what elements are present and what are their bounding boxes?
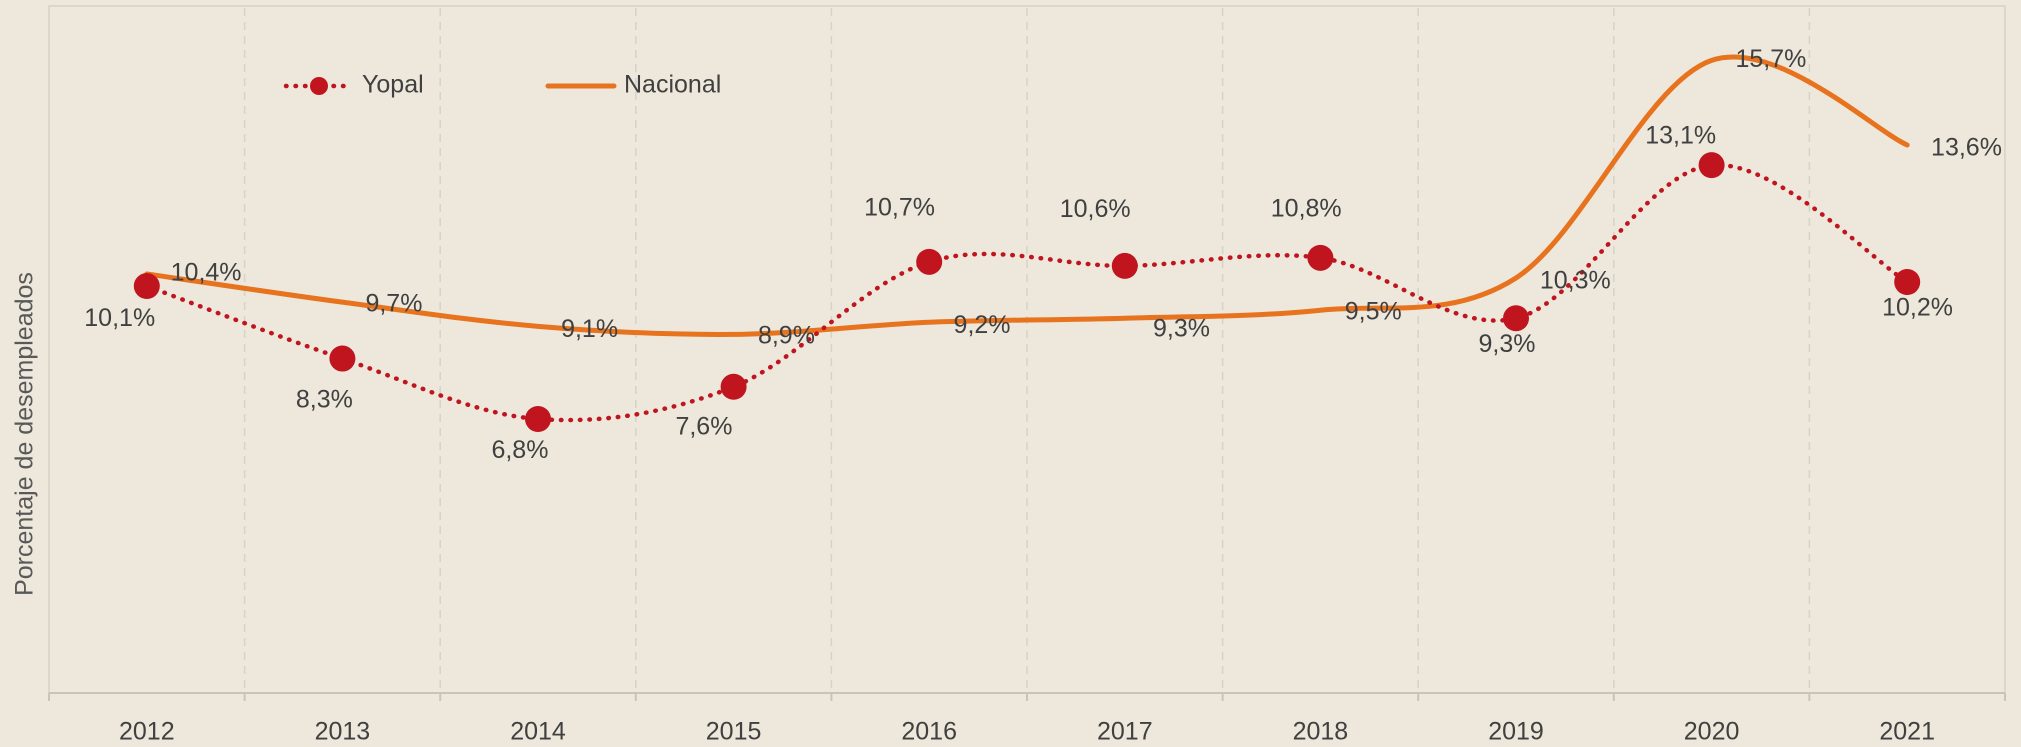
- data-label: 9,2%: [954, 311, 1011, 339]
- legend-label: Nacional: [624, 71, 721, 99]
- x-tick-label: 2013: [315, 718, 371, 746]
- data-label: 10,8%: [1271, 195, 1342, 223]
- legend-marker: [310, 77, 328, 95]
- x-tick-label: 2019: [1488, 718, 1544, 746]
- x-tick-label: 2018: [1293, 718, 1349, 746]
- x-tick-label: 2014: [510, 718, 566, 746]
- data-label: 10,4%: [171, 259, 242, 287]
- data-label: 9,3%: [1153, 314, 1210, 342]
- legend-label: Yopal: [362, 71, 424, 99]
- series-line: [144, 54, 1910, 337]
- marker: [133, 273, 160, 300]
- x-tick-label: 2017: [1097, 718, 1153, 746]
- data-label: 8,9%: [758, 322, 815, 350]
- data-label: 10,1%: [84, 304, 155, 332]
- data-label: 15,7%: [1735, 45, 1806, 73]
- marker: [1894, 269, 1921, 295]
- x-tick-label: 2020: [1684, 718, 1740, 746]
- data-label: 9,7%: [365, 289, 422, 317]
- marker: [1698, 152, 1725, 179]
- data-label: 10,3%: [1540, 266, 1611, 294]
- data-label: 8,3%: [296, 386, 353, 414]
- series-line: [144, 162, 1910, 423]
- y-axis-label: Porcentaje de desempleados: [11, 272, 39, 596]
- marker: [525, 406, 551, 432]
- marker: [1503, 305, 1529, 332]
- marker: [329, 345, 356, 372]
- data-label: 9,3%: [1478, 330, 1535, 358]
- data-label: 9,5%: [1345, 297, 1402, 325]
- x-tick-label: 2015: [706, 718, 762, 746]
- marker: [720, 373, 747, 400]
- marker: [916, 248, 943, 275]
- marker: [1307, 244, 1334, 271]
- data-label: 7,6%: [675, 413, 732, 441]
- x-tick-label: 2012: [119, 718, 175, 746]
- x-tick-label: 2016: [901, 718, 957, 746]
- data-label: 9,1%: [561, 315, 618, 343]
- marker: [1111, 252, 1138, 279]
- data-label: 10,7%: [864, 194, 935, 222]
- data-label: 10,6%: [1060, 195, 1131, 223]
- data-label: 6,8%: [491, 436, 548, 464]
- x-tick-label: 2021: [1879, 718, 1935, 746]
- data-label: 10,2%: [1882, 294, 1953, 322]
- data-label: 13,6%: [1931, 133, 2002, 161]
- data-label: 13,1%: [1645, 121, 1716, 149]
